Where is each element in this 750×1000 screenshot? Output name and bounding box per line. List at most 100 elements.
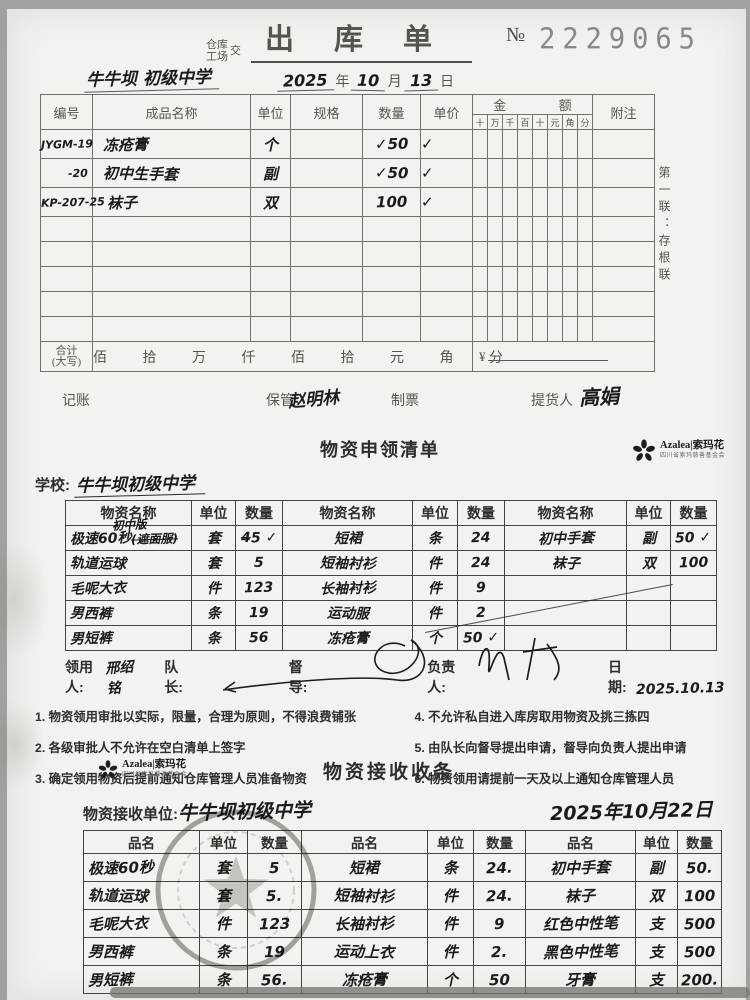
date-month: 10 (351, 70, 386, 92)
item-name: 毛呢大衣 (87, 914, 149, 934)
no-label: № (506, 24, 526, 46)
application-table: 物资名称 单位 数量 物资名称 单位 数量 物资名称 单位 数量 初中版 极速6… (65, 500, 717, 651)
col-code: 编号 (40, 94, 93, 130)
col-spec: 规格 (290, 94, 363, 130)
dept-line2: 工场 (206, 51, 228, 63)
rule-item: 5. 由队长向督导提出申请，督导向负责人提出申请 (414, 741, 687, 755)
receipt-form: Azalea|索玛花 四川省索玛慈善基金会 物资接收收条 物资接收单位: 牛牛坝… (55, 757, 723, 994)
keeper-signature: 赵明林 (287, 387, 340, 413)
digit-h: 十 (532, 114, 548, 130)
qty-struck: 4 (240, 529, 251, 547)
item-qty: 24. (485, 858, 514, 877)
unit-label: 物资接收单位: (83, 806, 178, 823)
item-name: 短袖衬衫 (334, 886, 395, 906)
digit-h: 元 (547, 114, 563, 130)
azalea-logo: Azalea|索玛花 四川省索玛慈善基金会 (631, 438, 725, 464)
date-handwritten: 2025.10.13 (636, 679, 726, 699)
rule-item: 2. 各级审批人不允许在空白清单上签字 (35, 741, 246, 755)
item-unit: 条 (442, 858, 459, 878)
rule-item: 1. 物资领用审批以实际，限量，合理为原则，不得浪费铺张 (35, 710, 357, 724)
item-unit: 支 (648, 942, 665, 962)
recipient-signature: 邢绍铭 (104, 659, 134, 698)
item-code: JYGM-19 (40, 137, 94, 152)
h-qty: 数量 (235, 500, 283, 526)
approver-line: 领用人: 邢绍铭 队长: 督导: 负责人: 日期: 2025.10.13 (35, 657, 726, 699)
item-qty: 123 (244, 579, 274, 597)
application-form: 物资申领清单 Azalea|索玛花 四川省索玛慈善基金会 学校: 牛牛坝初级中学 (35, 436, 725, 787)
h-qty: 数量 (670, 500, 717, 526)
form-title: 出库单 (251, 16, 473, 63)
date-year: 2025 (276, 70, 334, 92)
item-name: 袜子 (551, 555, 580, 573)
h-name: 物资名称 (282, 500, 413, 526)
manager-label: 负责人: (427, 659, 456, 695)
recipient-label: 领用人: (65, 659, 93, 695)
outbound-table: 编号 成品名称 单位 规格 数量 单价 金 额 附注 十 万 千 百 十 元 角… (40, 94, 656, 372)
item-unit: 双 (648, 886, 665, 906)
rule-item: 4. 不允许私自进入库房取用物资及挑三拣四 (414, 710, 650, 724)
year-label: 年 (335, 75, 350, 90)
col-note: 附注 (592, 94, 656, 130)
supervisor-label: 督导: (288, 659, 308, 695)
day-label: 日 (439, 75, 454, 90)
serial-number: № 2229065 (506, 23, 702, 63)
outbound-form: 仓库 工场 交 出库单 № 2229065 牛牛坝 初级中学 2025 年 10… (28, 16, 723, 413)
dept-line1: 仓库 (206, 39, 228, 51)
h-name: 品名 (525, 830, 636, 854)
item-name: 短裙 (333, 530, 362, 548)
no-value: 2229065 (539, 23, 702, 56)
flower-icon (98, 760, 118, 779)
h-unit: 单位 (635, 830, 678, 854)
h-qty: 数量 (677, 830, 722, 854)
item-name: 长袖衬衫 (319, 580, 376, 598)
dept-suffix: 交 (230, 45, 241, 57)
manager-signature (478, 637, 560, 681)
date-label: 日期: (607, 659, 627, 695)
item-name: 短袖衬衫 (319, 555, 376, 573)
amount-blank-line (487, 359, 608, 361)
round-stamp-icon (155, 809, 317, 971)
table-row: 男短裤 条 56 冻疮膏 个 50 ✓ (65, 625, 717, 651)
item-qty: 100 (678, 554, 709, 572)
table-row: KP-207-25 袜子 双 100 ✓ (40, 187, 656, 217)
table-row: -20 初中生手套 副 ✓50 ✓ (40, 158, 656, 188)
item-name: 黑色中性笔 (542, 942, 619, 962)
item-unit: 件 (442, 914, 459, 934)
h-unit: 单位 (626, 500, 671, 526)
item-name: 毛呢大衣 (69, 580, 127, 598)
h-unit: 单位 (412, 500, 458, 526)
item-qty: 100 (375, 192, 408, 212)
amount-right: 额 (558, 98, 572, 113)
logo-brand: Azalea|索玛花 (659, 440, 725, 451)
item-qty: 50 ✓ (675, 529, 712, 547)
logo-subtext: 四川省索玛慈善基金会 (659, 453, 725, 459)
item-unit: 件 (427, 605, 443, 623)
item-qty: 50. (685, 858, 714, 877)
item-qty: 500 (683, 942, 716, 961)
empty-row (40, 241, 656, 267)
date-line: 2025 年 10 月 13 日 (276, 70, 456, 92)
digit-h: 百 (517, 114, 533, 130)
col-unit: 单位 (250, 94, 291, 130)
table-row: JYGM-19 冻疮膏 个 ✓50 ✓ (40, 129, 656, 159)
item-qty: 5 (253, 554, 265, 572)
outbound-subheader: 牛牛坝 初级中学 2025 年 10 月 13 日 (28, 62, 723, 93)
keeper-label: 保管 (266, 394, 294, 409)
item-qty: ✓50 (374, 134, 409, 154)
h-unit: 单位 (427, 830, 474, 854)
check-mark: ✓ (420, 134, 434, 154)
logo-subtext: 四川省索玛慈善基金会 (122, 772, 188, 778)
supervisor-signature (222, 639, 426, 693)
item-name: 袜子 (565, 886, 596, 906)
logo-brand: Azalea|索玛花 (122, 759, 187, 770)
amount-left: 金 (493, 98, 507, 113)
captain-label: 队长: (164, 659, 183, 695)
item-name: 轨道运球 (87, 886, 149, 906)
item-unit: 双 (641, 555, 656, 573)
item-name-struck: (遮面服) (131, 531, 179, 547)
school-handwritten: 牛牛坝 初级中学 (83, 62, 220, 93)
item-unit: 件 (206, 580, 221, 598)
item-name: 运动上衣 (334, 942, 395, 962)
total-units: 佰 拾 万 仟 佰 拾 元 角 分 (92, 341, 503, 372)
digit-h: 千 (502, 114, 518, 130)
